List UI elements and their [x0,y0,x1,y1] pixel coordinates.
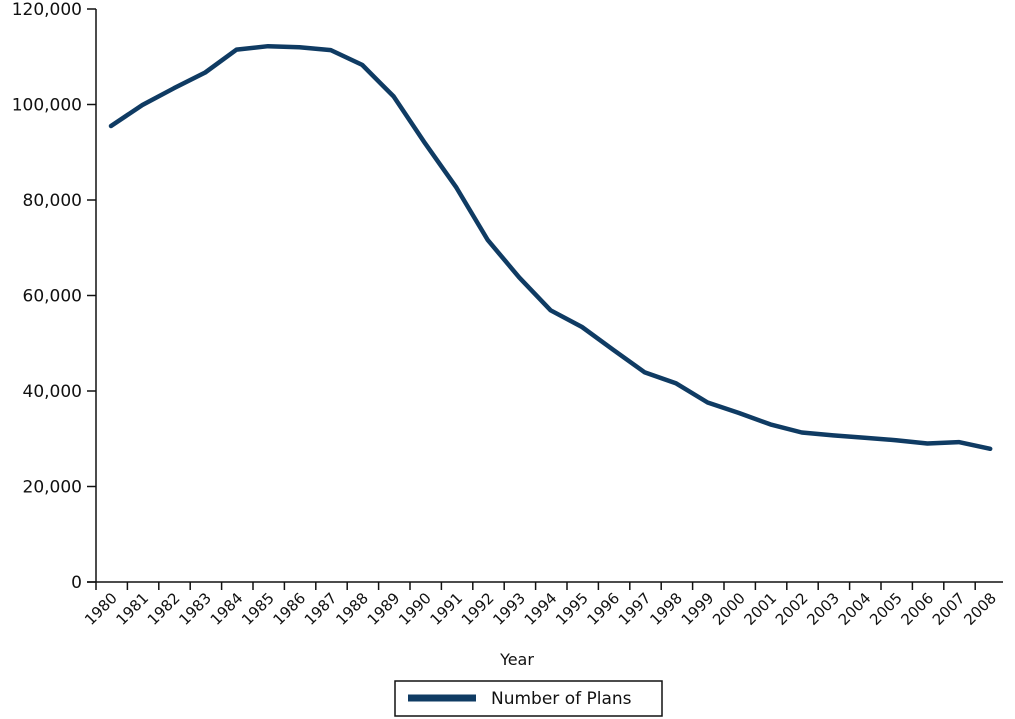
x-tick-label: 2002 [772,589,812,629]
y-tick-label: 60,000 [23,287,82,307]
x-tick-label: 2004 [835,589,875,629]
x-tick-label: 1980 [81,589,121,629]
x-tick-label: 1988 [332,589,372,629]
y-tick-label: 120,000 [12,0,82,20]
x-tick-label: 2000 [709,589,749,629]
data-point [517,275,521,280]
data-point [548,308,553,313]
x-tick-label: 2007 [929,589,969,629]
x-tick-label: 1996 [583,589,623,629]
data-point [800,430,804,435]
x-tick-label: 1987 [301,589,341,629]
x-tick-label: 2006 [897,589,937,629]
x-tick-label: 1992 [458,589,498,629]
data-point [957,440,961,444]
data-point [894,438,898,442]
y-tick-label: 40,000 [23,382,82,402]
x-tick-label: 1995 [552,589,592,629]
data-point [831,433,835,438]
x-tick-label: 2001 [740,589,780,629]
series-line [108,43,993,452]
data-point [423,141,427,145]
data-point [454,185,459,190]
data-point [140,103,145,107]
x-tick-label: 1985 [238,589,278,629]
y-tick-label: 0 [71,573,82,593]
data-point [360,63,365,67]
x-tick-label: 1986 [269,589,309,629]
legend: Number of Plans [394,680,663,717]
x-tick-label: 1983 [175,589,215,629]
x-tick-label: 1982 [144,589,184,629]
data-point [611,348,616,352]
x-tick-label: 1999 [678,589,718,629]
series-layer [108,43,993,452]
x-tick-label: 1994 [521,589,561,629]
data-point [862,435,867,440]
data-point [737,411,741,415]
data-point [486,238,490,242]
data-point [297,45,302,49]
data-point [203,70,207,75]
data-point [172,86,176,91]
data-point [329,48,333,52]
data-point [266,44,270,49]
x-tick-label: 2003 [803,589,843,629]
x-axis-title: Year [499,650,534,669]
y-tick-label: 20,000 [23,478,82,498]
x-tick-label: 1998 [646,589,686,629]
y-tick-label: 100,000 [12,96,82,116]
data-point [580,325,584,329]
data-point [643,370,647,375]
x-tick-label: 1984 [207,589,247,629]
data-point [705,400,710,405]
data-point [109,124,113,128]
data-point [988,446,992,451]
x-axis: 1980198119821983198419851986198719881989… [81,581,1003,629]
legend-label: Number of Plans [491,689,632,709]
x-tick-label: 2008 [960,589,1000,629]
x-tick-label: 1990 [395,589,435,629]
y-axis: 0 20,000 40,000 60,000 80,000 100,000 120,000 [12,0,97,593]
x-tick-label: 1997 [615,589,655,629]
x-tick-label: 1993 [489,589,529,629]
x-tick-label: 2005 [866,589,906,629]
data-point [768,422,773,427]
data-point [674,381,678,386]
y-tick-label: 80,000 [23,191,82,211]
data-point [925,441,930,446]
x-tick-label: 1981 [112,589,152,629]
x-tick-label: 1989 [364,589,404,629]
data-point [234,47,239,52]
x-tick-label: 1991 [426,589,466,629]
data-point [391,94,396,99]
